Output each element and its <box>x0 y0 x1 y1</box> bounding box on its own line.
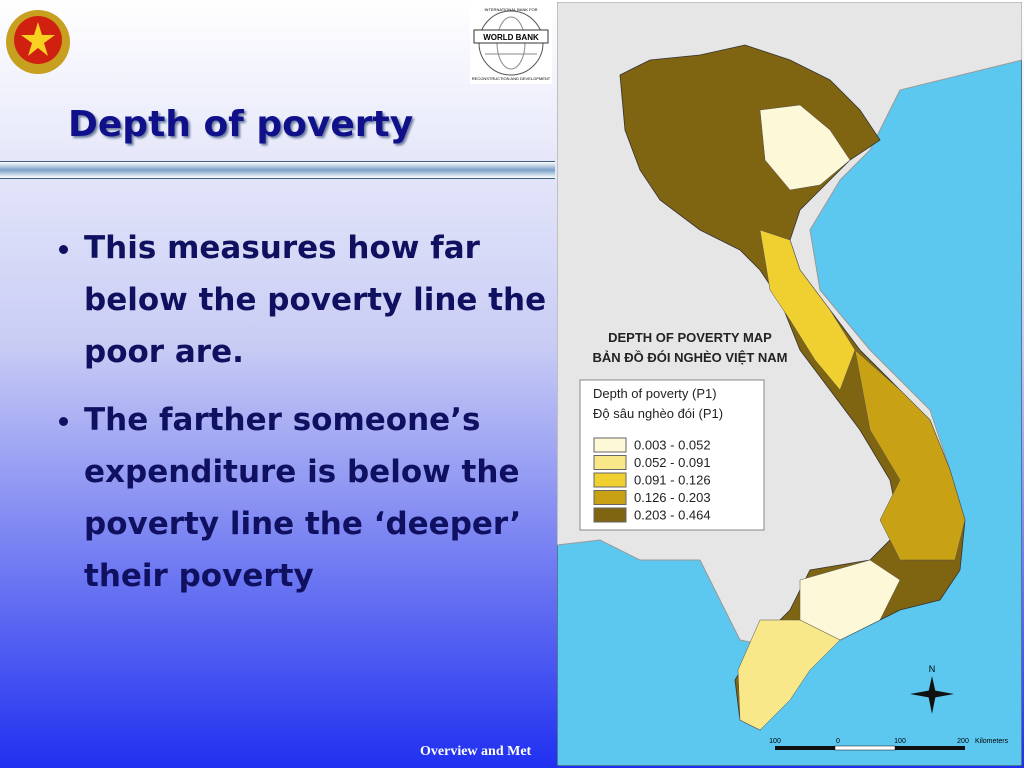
scale-bar: 100 0 100 200 Kilometers <box>769 738 1009 751</box>
bullet-list: This measures how far below the poverty … <box>40 222 594 618</box>
world-bank-logo: WORLD BANK INTERNATIONAL BANK FOR RECONS… <box>470 2 552 84</box>
scale-label: Kilometers <box>975 738 1009 745</box>
legend-swatch <box>593 455 627 470</box>
region <box>759 229 856 391</box>
title-rule <box>0 161 555 179</box>
legend-label: 0.203 - 0.464 <box>634 508 711 523</box>
logo-ring: INTERNATIONAL BANK FOR <box>484 7 537 12</box>
poverty-map: DEPTH OF POVERTY MAP BẢN ĐỒ ĐÓI NGHÈO VI… <box>557 2 1022 766</box>
bullet: This measures how far below the poverty … <box>84 222 594 378</box>
scale-label: 200 <box>957 738 969 745</box>
legend-title: Depth of poverty (P1) <box>593 386 717 401</box>
legend-label: 0.003 - 0.052 <box>634 438 711 453</box>
bullet: The farther someone’s expenditure is bel… <box>84 394 594 602</box>
north-label: N <box>929 664 936 674</box>
map-title: DEPTH OF POVERTY MAP <box>608 330 772 345</box>
legend-label: 0.091 - 0.126 <box>634 473 711 488</box>
north-arrow: N <box>910 664 954 714</box>
scale-label: 100 <box>769 738 781 745</box>
scale-label: 0 <box>836 738 840 745</box>
region <box>854 349 966 561</box>
legend-swatch <box>593 472 627 488</box>
region <box>737 619 841 731</box>
slide-title: Depth of poverty <box>68 104 414 145</box>
legend-label: 0.052 - 0.091 <box>634 455 711 470</box>
map-subtitle: BẢN ĐỒ ĐÓI NGHÈO VIỆT NAM <box>592 350 787 365</box>
footer: Overview and Met <box>420 744 532 759</box>
legend-swatch <box>593 507 627 523</box>
legend-label: 0.126 - 0.203 <box>634 490 711 505</box>
legend-swatch <box>593 437 627 453</box>
emblem <box>6 10 70 74</box>
legend: Depth of poverty (P1) Độ sâu nghèo đói (… <box>579 379 765 531</box>
legend-swatch <box>593 490 627 505</box>
logo-name: WORLD BANK <box>483 33 539 42</box>
region <box>759 104 851 191</box>
legend-subtitle: Độ sâu nghèo đói (P1) <box>593 406 723 421</box>
scale-label: 100 <box>894 738 906 745</box>
logo-ring: RECONSTRUCTION AND DEVELOPMENT <box>472 76 551 81</box>
